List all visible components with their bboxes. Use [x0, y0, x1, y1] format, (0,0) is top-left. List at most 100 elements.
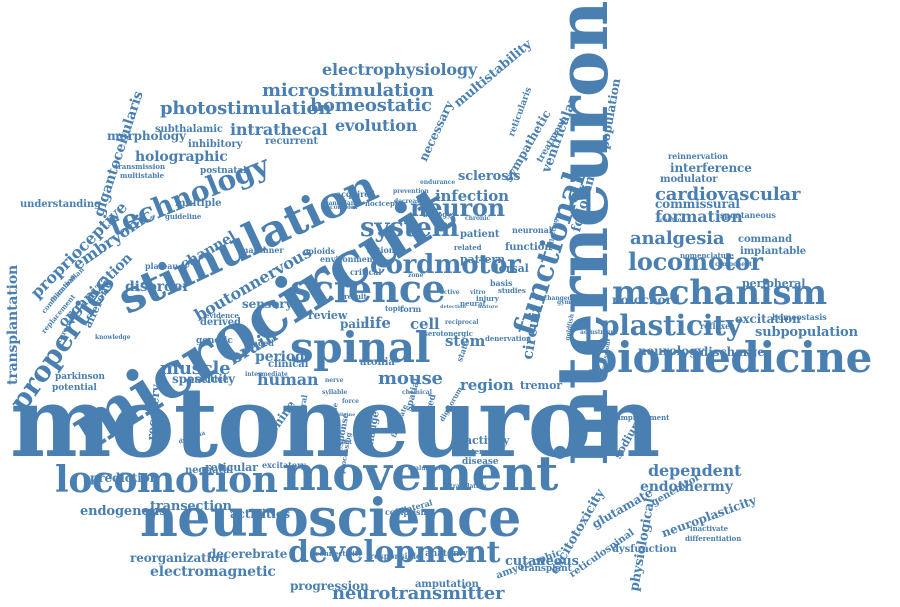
cloud-word: evaluation [408, 465, 443, 472]
cloud-word: improvement [618, 413, 670, 422]
cloud-word: system [360, 213, 459, 243]
cloud-word: locomotion [55, 459, 278, 501]
cloud-word: excitatory [262, 460, 306, 470]
cloud-word: interference [670, 161, 752, 175]
cloud-word: neurotransmitter [332, 583, 505, 604]
cloud-word: basis [490, 278, 513, 288]
cloud-word: chemical [402, 389, 432, 396]
cloud-word: evidence [205, 311, 239, 320]
cloud-word: plasticity [600, 309, 742, 342]
cloud-word: reticular [205, 461, 258, 474]
cloud-word: clinical [268, 359, 309, 370]
cloud-word: holographic [135, 149, 228, 165]
cloud-word: neurology [638, 344, 705, 358]
cloud-word: sensory [242, 297, 293, 311]
cloud-word: endogenous [80, 504, 167, 519]
cloud-word: discharge [700, 345, 765, 359]
cloud-word: reciprocal [445, 319, 479, 326]
cloud-word: active [440, 289, 460, 296]
cloud-word: neuronal [512, 225, 552, 235]
cloud-word: prevention [393, 188, 429, 195]
cloud-word: region [460, 376, 514, 394]
cloud-word: morphology [107, 129, 186, 143]
cloud-word: understanding [20, 199, 101, 210]
cloud-word: excitation [735, 312, 801, 326]
cloud-word: cell [410, 315, 440, 333]
cloud-word: control [660, 217, 684, 224]
cloud-word: formation [655, 207, 743, 226]
cloud-word: neonatal [185, 465, 234, 476]
cloud-word: nomenclature [680, 251, 734, 260]
cloud-word: potential [52, 383, 97, 393]
cloud-word: component [715, 261, 752, 268]
cloud-word: detection [440, 304, 466, 310]
cloud-word: spasticity [172, 372, 235, 386]
cloud-word: injury [476, 294, 499, 303]
cloud-word: intrathecal [230, 120, 328, 139]
cloud-word: neuron [410, 193, 505, 222]
cloud-word: gymnotus [557, 299, 590, 306]
cloud-word: opioids [303, 246, 335, 256]
cloud-word: decerebrate [208, 547, 288, 561]
cloud-word: prediction [90, 471, 159, 485]
cloud-word: anatomy [425, 549, 468, 559]
cloud-word: electromagnetic [150, 564, 276, 580]
cloud-word: decrease [394, 198, 424, 205]
cloud-word: photostimulation [160, 98, 332, 119]
cloud-word: zone [408, 272, 424, 279]
cloud-word: pain [340, 317, 369, 331]
cloud-word: derived [200, 317, 241, 328]
cloud-word: endurance [420, 179, 456, 186]
cloud-word: dependent [648, 461, 742, 480]
cloud-word: parkinson [55, 372, 105, 382]
cloud-word: knowledge [95, 334, 131, 341]
cloud-word: period [255, 349, 305, 365]
cloud-word: homeostasis [772, 312, 827, 322]
cloud-word: muscle [160, 358, 231, 379]
cloud-word: sclerosis [458, 169, 521, 184]
cloud-word: disease [462, 457, 499, 467]
cloud-word: neuroscience [140, 488, 521, 549]
cloud-word: plateau [145, 261, 179, 271]
cloud-word: responsible [370, 551, 421, 561]
cloud-word: biomedicine [588, 333, 872, 382]
cloud-word: recurrent [265, 136, 318, 147]
cloud-word: multistable [120, 171, 164, 180]
cloud-word: commissural [655, 197, 740, 211]
cloud-word: analgesia [630, 228, 725, 249]
cloud-word: practice [188, 375, 229, 385]
cloud-word: differentiation [685, 534, 742, 543]
cloud-word: notochord [612, 293, 680, 307]
cloud-word: cardiovascular [655, 184, 801, 205]
cloud-word: multiple [175, 198, 222, 209]
cloud-word: caged [248, 338, 274, 348]
cloud-word: translation [450, 483, 487, 490]
cloud-word: syllable [322, 389, 348, 396]
cloud-word: chronic [465, 215, 491, 222]
cloud-word: reflexes [700, 321, 735, 331]
cloud-word: cordmotor [370, 250, 521, 280]
cloud-word: locomotor [628, 247, 763, 276]
cloud-word: serotonergic [424, 329, 473, 338]
cloud-word: inactivate [690, 524, 729, 533]
cloud-word: disorder [125, 279, 190, 295]
cloud-word: result [344, 292, 367, 301]
cloud-word: mauthner [240, 245, 284, 255]
cloud-word: biology [423, 210, 452, 219]
cloud-word: stem [445, 332, 486, 350]
cloud-word: action [367, 245, 395, 255]
cloud-word: review [308, 309, 348, 322]
cloud-word: pattern [460, 253, 506, 266]
cloud-word: denervation [485, 334, 532, 343]
cloud-word: mouse [378, 368, 443, 389]
cloud-word: subpopulation [755, 325, 858, 340]
cloud-word: tremor [520, 379, 562, 392]
cloud-word: activities [230, 507, 291, 521]
cloud-word: amputation [415, 579, 479, 590]
cloud-word: reinnervation [668, 151, 728, 161]
cloud-word: progression [290, 579, 369, 593]
cloud-word: mature [478, 304, 498, 310]
cloud-word: acquired [336, 189, 375, 199]
cloud-word: human [257, 370, 319, 389]
cloud-word: reorganization [130, 551, 228, 565]
